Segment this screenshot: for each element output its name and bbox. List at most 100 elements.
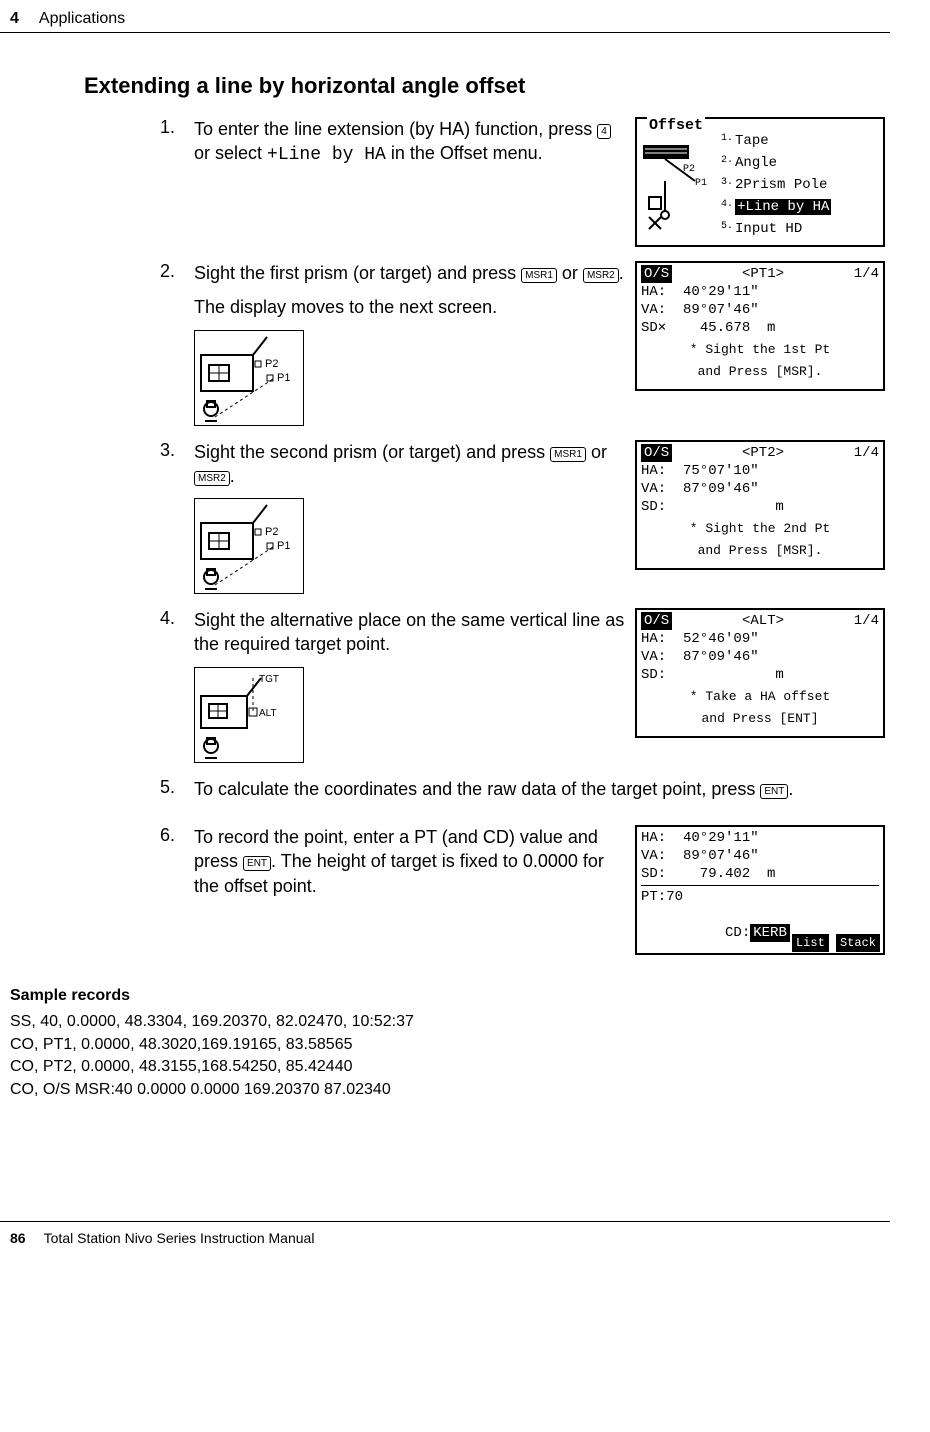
lcd-msg: and Press [MSR]. <box>641 363 879 381</box>
step-number: 4. <box>160 608 194 629</box>
diagram-two-prism: P2 P1 <box>194 498 304 594</box>
svg-text:ALT: ALT <box>259 708 277 719</box>
lcd-row: HA: 40°29'11" <box>641 829 879 847</box>
lcd-mode: O/S <box>641 265 672 283</box>
text: or select <box>194 143 267 163</box>
manual-title: Total Station Nivo Series Instruction Ma… <box>44 1230 315 1246</box>
text: Sight the second prism (or target) and p… <box>194 442 550 462</box>
page-header: 4 Applications <box>0 0 890 33</box>
lcd-msg: and Press [ENT] <box>641 710 879 728</box>
lcd-row: SD⨯ 45.678 m <box>641 319 879 337</box>
svg-text:P1: P1 <box>277 372 290 384</box>
step-number: 2. <box>160 261 194 282</box>
svg-text:P2: P2 <box>265 358 278 370</box>
menu-option-text: +Line by HA <box>267 145 386 165</box>
lcd-page: 1/4 <box>854 265 879 283</box>
key-msr1: MSR1 <box>521 268 557 283</box>
sample-line: SS, 40, 0.0000, 48.3304, 169.20370, 82.0… <box>10 1011 890 1033</box>
text: To enter the line extension (by HA) func… <box>194 119 597 139</box>
lcd-softkeys: List Stack <box>792 934 880 952</box>
lcd-row: HA: 40°29'11" <box>641 283 879 301</box>
text: . <box>788 779 793 799</box>
text: To calculate the coordinates and the raw… <box>194 779 760 799</box>
step-5: 5. To calculate the coordinates and the … <box>160 777 890 811</box>
step-2: 2. Sight the first prism (or target) and… <box>160 261 890 426</box>
lcd-label: CD: <box>725 925 750 941</box>
step-number: 6. <box>160 825 194 846</box>
lcd-alt: O/S <ALT> 1/4 HA: 52°46'09" VA: 87°09'46… <box>635 608 885 738</box>
lcd-pt2: O/S <PT2> 1/4 HA: 75°07'10" VA: 87°09'46… <box>635 440 885 570</box>
menu-item: 2Prism Pole <box>735 177 827 193</box>
svg-text:P2: P2 <box>265 526 278 538</box>
diagram-alt-target: TGT ALT <box>194 667 304 763</box>
step-1: 1. To enter the line extension (by HA) f… <box>160 117 890 247</box>
menu-item: Tape <box>735 133 769 149</box>
page-number: 86 <box>10 1230 40 1246</box>
lcd-msg: and Press [MSR]. <box>641 542 879 560</box>
text: . <box>230 466 235 486</box>
text: in the Offset menu. <box>386 143 543 163</box>
lcd-row: HA: 75°07'10" <box>641 462 879 480</box>
text: The display moves to the next screen. <box>194 295 625 319</box>
text: or <box>586 442 607 462</box>
lcd-row: VA: 89°07'46" <box>641 301 879 319</box>
lcd-row: VA: 89°07'46" <box>641 847 879 865</box>
offset-menu-icon: P2 P1 <box>641 141 713 237</box>
text: . <box>619 263 624 283</box>
step-number: 3. <box>160 440 194 461</box>
lcd-menu-items: 1.Tape 2.Angle 3.2Prism Pole 4.+Line by … <box>721 129 831 239</box>
lcd-msg: * Take a HA offset <box>641 688 879 706</box>
lcd-msg: * Sight the 1st Pt <box>641 341 879 359</box>
lcd-mode: O/S <box>641 612 672 630</box>
lcd-row: PT:70 <box>641 885 879 906</box>
key-msr2: MSR2 <box>194 471 230 486</box>
page-footer: 86 Total Station Nivo Series Instruction… <box>0 1221 890 1246</box>
lcd-title: <ALT> <box>742 612 784 630</box>
step-number: 5. <box>160 777 194 798</box>
diagram-two-prism: P2 P1 <box>194 330 304 426</box>
key-ent: ENT <box>243 856 271 871</box>
menu-item-selected: +Line by HA <box>735 199 831 215</box>
lcd-row: SD: m <box>641 666 879 684</box>
lcd-row: SD: m <box>641 498 879 516</box>
menu-item: Angle <box>735 155 777 171</box>
text: Sight the alternative place on the same … <box>194 608 625 657</box>
step-6: 6. To record the point, enter a PT (and … <box>160 825 890 955</box>
text: or <box>557 263 583 283</box>
menu-item: Input HD <box>735 221 802 237</box>
sample-line: CO, O/S MSR:40 0.0000 0.0000 169.20370 8… <box>10 1079 890 1101</box>
lcd-page: 1/4 <box>854 612 879 630</box>
lcd-title: <PT2> <box>742 444 784 462</box>
softkey-stack: Stack <box>836 934 880 952</box>
svg-text:P1: P1 <box>695 178 707 189</box>
svg-text:P1: P1 <box>277 540 290 552</box>
chapter-title: Applications <box>39 10 125 28</box>
lcd-record: HA: 40°29'11" VA: 89°07'46" SD: 79.402 m… <box>635 825 885 955</box>
lcd-pt1: O/S <PT1> 1/4 HA: 40°29'11" VA: 89°07'46… <box>635 261 885 391</box>
lcd-frame-label: Offset <box>647 117 705 135</box>
sample-heading: Sample records <box>10 985 890 1007</box>
sample-line: CO, PT2, 0.0000, 48.3155,168.54250, 85.4… <box>10 1056 890 1078</box>
key-msr2: MSR2 <box>583 268 619 283</box>
lcd-row: HA: 52°46'09" <box>641 630 879 648</box>
step-number: 1. <box>160 117 194 138</box>
lcd-row: VA: 87°09'46" <box>641 480 879 498</box>
section-title: Extending a line by horizontal angle off… <box>84 73 890 99</box>
lcd-offset-menu: Offset P2 P1 <box>635 117 885 247</box>
svg-text:TGT: TGT <box>259 674 279 685</box>
svg-text:P2: P2 <box>683 164 695 175</box>
lcd-page: 1/4 <box>854 444 879 462</box>
sample-line: CO, PT1, 0.0000, 48.3020,169.19165, 83.5… <box>10 1034 890 1056</box>
step-4: 4. Sight the alternative place on the sa… <box>160 608 890 763</box>
lcd-row: SD: 79.402 m <box>641 865 879 883</box>
chapter-number: 4 <box>10 10 19 28</box>
key-4: 4 <box>597 124 611 139</box>
key-ent: ENT <box>760 784 788 799</box>
key-msr1: MSR1 <box>550 447 586 462</box>
lcd-row: VA: 87°09'46" <box>641 648 879 666</box>
lcd-mode: O/S <box>641 444 672 462</box>
lcd-value: KERB <box>750 924 790 942</box>
lcd-msg: * Sight the 2nd Pt <box>641 520 879 538</box>
sample-records: Sample records SS, 40, 0.0000, 48.3304, … <box>10 985 890 1101</box>
softkey-list: List <box>792 934 829 952</box>
